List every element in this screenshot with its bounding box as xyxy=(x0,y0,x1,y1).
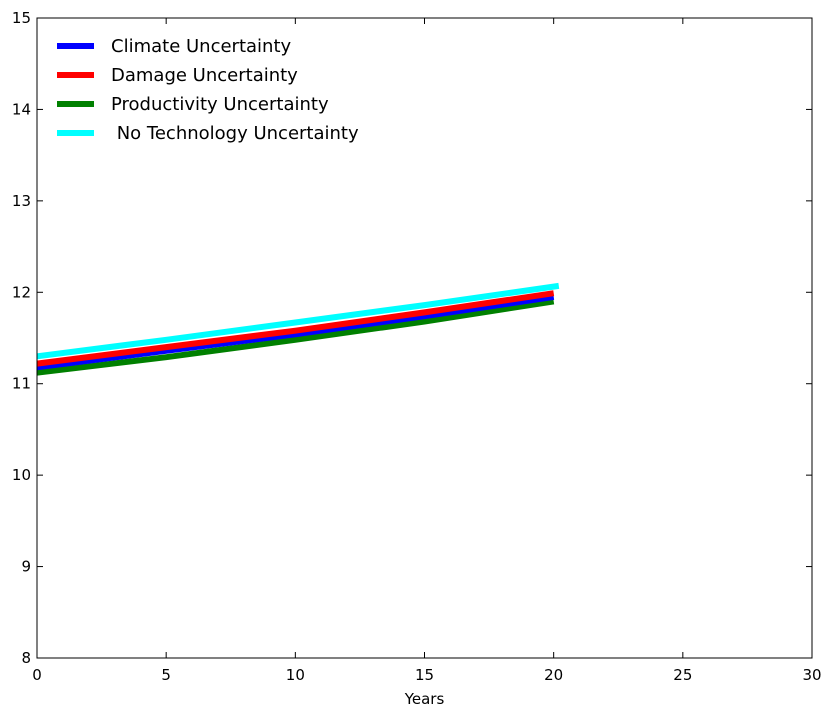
x-tick-label: 30 xyxy=(802,666,821,684)
legend-label: Productivity Uncertainty xyxy=(111,94,329,115)
y-tick-label: 15 xyxy=(12,9,31,27)
series-line-4 xyxy=(36,282,560,360)
x-tick-label: 20 xyxy=(544,666,563,684)
y-tick-label: 8 xyxy=(21,649,31,667)
y-tick-label: 14 xyxy=(12,100,31,118)
y-tick-label: 9 xyxy=(21,558,31,576)
series-line-2 xyxy=(36,290,555,367)
series-line-1 xyxy=(36,293,555,371)
y-tick-label: 11 xyxy=(12,375,31,393)
y-tick-label: 13 xyxy=(12,192,31,210)
legend-label: No Technology Uncertainty xyxy=(111,123,359,144)
x-tick-label: 25 xyxy=(673,666,692,684)
series-layer xyxy=(36,282,560,376)
legend-label: Climate Uncertainty xyxy=(111,36,291,57)
legend: Climate Uncertainty Damage Uncertainty Pro… xyxy=(57,36,359,144)
x-tick-labels: 0 5 10 15 20 25 30 xyxy=(32,666,821,684)
y-tick-labels: 8 9 10 11 12 13 14 15 xyxy=(12,9,31,667)
y-tick-label: 10 xyxy=(12,466,31,484)
x-tick-label: 15 xyxy=(415,666,434,684)
x-tick-label: 10 xyxy=(286,666,305,684)
x-tick-label: 0 xyxy=(32,666,42,684)
legend-label: Damage Uncertainty xyxy=(111,65,298,86)
x-axis-label: Years xyxy=(404,690,445,708)
x-tick-label: 5 xyxy=(161,666,171,684)
series-line-3 xyxy=(36,298,555,376)
axis-ticks xyxy=(36,17,813,659)
y-tick-label: 12 xyxy=(12,283,31,301)
